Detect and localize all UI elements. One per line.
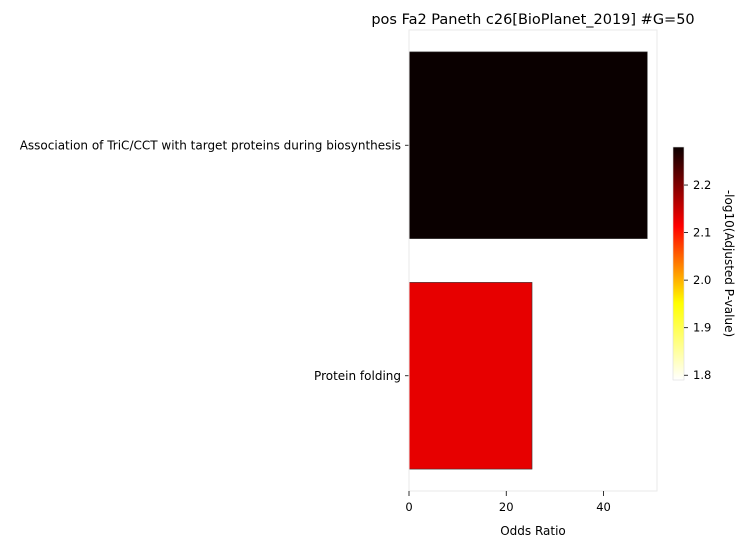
colorbar [672, 146, 685, 381]
x-axis: 0 20 40 [405, 491, 611, 514]
plot-frame [408, 29, 658, 492]
bar [408, 51, 648, 239]
colorbar-tick-label: 2.2 [693, 178, 711, 192]
colorbar-tick-label: 2.1 [693, 226, 711, 240]
bars-group [408, 51, 648, 470]
y-tick-label: Protein folding [314, 369, 401, 383]
colorbar-tick-label: 1.8 [693, 368, 711, 382]
colorbar-ticks: 1.8 1.9 2.0 2.1 2.2 [684, 178, 711, 382]
x-tick-label: 40 [596, 500, 611, 514]
chart-title: pos Fa2 Paneth c26[BioPlanet_2019] #G=50 [371, 12, 694, 28]
category-labels: Association of TriC/CCT with target prot… [20, 138, 409, 383]
bar [408, 282, 533, 470]
x-axis-label: Odds Ratio [500, 524, 566, 538]
x-tick-label: 20 [499, 500, 514, 514]
x-tick-label: 0 [405, 500, 412, 514]
colorbar-label: -log10(Adjusted P-value) [722, 190, 736, 337]
y-tick-label: Association of TriC/CCT with target prot… [20, 138, 401, 152]
colorbar-tick-label: 1.9 [693, 321, 711, 335]
colorbar-tick-label: 2.0 [693, 273, 711, 287]
